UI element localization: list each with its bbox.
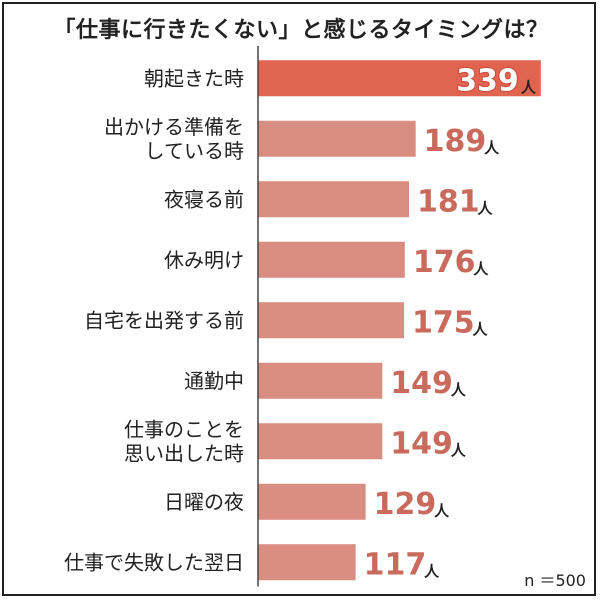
unit-label-2: 人: [478, 199, 494, 217]
category-label-8-0: 仕事で失敗した翌日: [64, 550, 244, 574]
category-label-0-0: 朝起きた時: [144, 66, 244, 90]
unit-label-3: 人: [473, 260, 489, 278]
bar-6: [258, 423, 383, 460]
category-label-1-0: 出かける準備を: [104, 115, 244, 139]
bar-4: [258, 302, 404, 339]
unit-label-0: 人: [521, 78, 537, 96]
bar-5: [258, 362, 383, 399]
unit-label-8: 人: [424, 562, 440, 580]
sample-size-label: n ＝500: [524, 571, 586, 590]
category-label-1-1: している時: [145, 139, 244, 163]
unit-label-6: 人: [451, 441, 467, 459]
category-label-5-0: 通勤中: [184, 369, 244, 393]
value-label-6: 149: [390, 426, 453, 461]
value-label-2: 181: [417, 184, 480, 219]
value-label-0: 339: [456, 63, 519, 98]
value-label-1: 189: [424, 124, 487, 159]
value-label-8: 117: [364, 547, 427, 582]
bar-3: [258, 241, 405, 278]
unit-label-4: 人: [473, 320, 489, 338]
value-label-4: 175: [412, 305, 475, 340]
value-label-5: 149: [390, 366, 453, 401]
chart-title: 「仕事に行きたくない」と感じるタイミングは？: [53, 18, 549, 43]
category-label-7-0: 日曜の夜: [164, 490, 244, 514]
bar-1: [258, 120, 416, 157]
category-label-6-1: 思い出した時: [124, 441, 244, 465]
unit-label-7: 人: [434, 502, 450, 520]
unit-label-5: 人: [451, 381, 467, 399]
category-label-4-0: 自宅を出発する前: [84, 308, 244, 332]
bar-7: [258, 483, 366, 520]
bar-0: [258, 60, 541, 97]
category-label-6-0: 仕事のことを: [124, 417, 244, 441]
bar-2: [258, 181, 410, 218]
unit-label-1: 人: [484, 139, 500, 157]
category-label-3-0: 休み明け: [164, 248, 244, 272]
category-label-2-0: 夜寝る前: [164, 187, 244, 211]
value-label-3: 176: [413, 245, 476, 280]
bar-8: [258, 544, 356, 581]
value-label-7: 129: [374, 487, 437, 522]
